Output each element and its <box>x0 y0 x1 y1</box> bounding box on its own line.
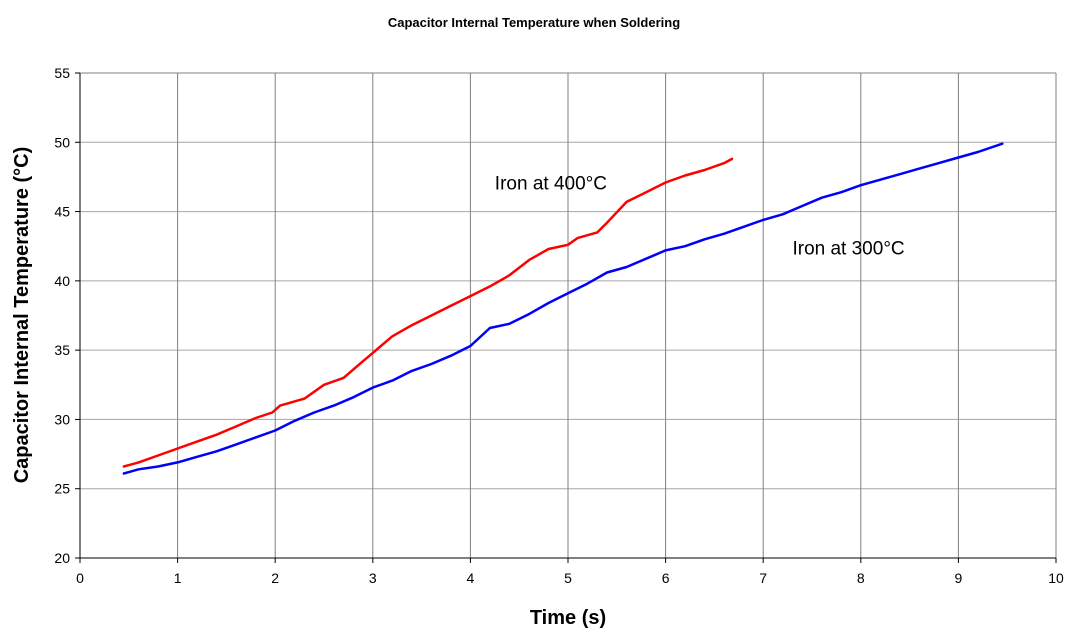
x-tick-label: 10 <box>1048 570 1064 586</box>
y-tick-label: 50 <box>54 134 70 150</box>
y-tick-label: 25 <box>54 481 70 497</box>
annotations: Iron at 400°C Iron at 300°C <box>495 173 905 259</box>
y-tick-label: 55 <box>54 65 70 81</box>
series-line-1 <box>122 142 1004 475</box>
x-tick-label: 1 <box>174 570 182 586</box>
x-tick-label: 4 <box>467 570 475 586</box>
y-tick-label: 20 <box>54 550 70 566</box>
x-tick-label: 8 <box>857 570 865 586</box>
y-tick-label: 30 <box>54 411 70 427</box>
y-axis-label: Capacitor Internal Temperature (°C) <box>11 147 33 484</box>
series-annotation-label: Iron at 400°C <box>495 173 607 194</box>
x-tick-label: 3 <box>369 570 377 586</box>
x-tick-label: 0 <box>76 570 84 586</box>
series-annotation-label: Iron at 300°C <box>792 239 904 260</box>
x-axis-label: Time (s) <box>530 607 606 629</box>
x-tick-label: 9 <box>955 570 963 586</box>
x-tick-label: 6 <box>662 570 670 586</box>
series-lines <box>122 142 1004 475</box>
axes <box>75 72 1057 563</box>
x-tick-label: 5 <box>564 570 572 586</box>
gridlines <box>80 73 1057 558</box>
series-line-0 <box>122 157 734 468</box>
y-tick-label: 40 <box>54 273 70 289</box>
x-tick-label: 2 <box>271 570 279 586</box>
chart-title: Capacitor Internal Temperature when Sold… <box>388 15 680 30</box>
x-tick-label: 7 <box>759 570 767 586</box>
y-tick-label: 35 <box>54 342 70 358</box>
y-tick-label: 45 <box>54 204 70 220</box>
